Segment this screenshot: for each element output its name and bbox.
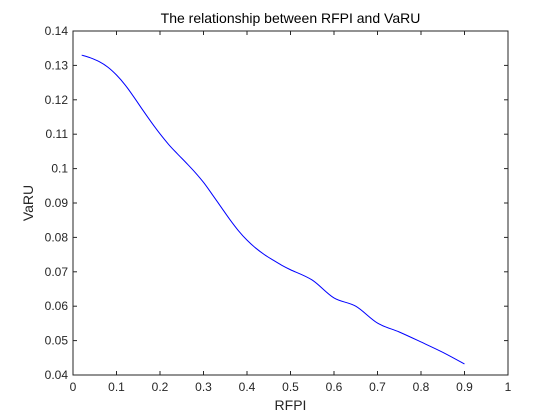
series-line bbox=[81, 54, 465, 365]
chart-title: The relationship between RFPI and VaRU bbox=[161, 10, 421, 26]
x-tick-label: 0.5 bbox=[282, 380, 299, 394]
x-tick-label: 0.6 bbox=[326, 380, 343, 394]
y-tick-label: 0.09 bbox=[45, 196, 69, 210]
y-tick-label: 0.13 bbox=[45, 58, 69, 72]
y-tick-label: 0.06 bbox=[45, 299, 69, 313]
y-tick-label: 0.05 bbox=[45, 334, 69, 348]
y-tick-label: 0.04 bbox=[45, 368, 69, 382]
y-tick-label: 0.07 bbox=[45, 265, 69, 279]
plot-area bbox=[73, 31, 508, 375]
y-tick-label: 0.1 bbox=[51, 162, 68, 176]
y-tick-label: 0.08 bbox=[45, 230, 69, 244]
x-tick-label: 0.4 bbox=[239, 380, 256, 394]
x-tick-label: 0.3 bbox=[195, 380, 212, 394]
y-axis-title: VaRU bbox=[20, 185, 36, 221]
y-tick-label: 0.12 bbox=[45, 93, 69, 107]
tick-labels: 0 0.1 0.2 0.3 0.4 0.5 0.6 0.7 0.8 0.9 1 0.04 0.05 0.0… bbox=[45, 24, 512, 394]
y-tick-label: 0.11 bbox=[46, 127, 69, 141]
axes-box bbox=[72, 30, 509, 376]
x-tick-label: 0.8 bbox=[413, 380, 430, 394]
x-tick-label: 0.1 bbox=[108, 380, 125, 394]
x-tick-label: 0.2 bbox=[152, 380, 169, 394]
x-tick-label: 1 bbox=[505, 380, 512, 394]
y-tick-label: 0.14 bbox=[45, 24, 69, 38]
x-axis-title: RFPI bbox=[275, 397, 307, 413]
x-tick-label: 0.9 bbox=[456, 380, 473, 394]
x-tick-label: 0 bbox=[70, 380, 77, 394]
x-tick-label: 0.7 bbox=[369, 380, 386, 394]
